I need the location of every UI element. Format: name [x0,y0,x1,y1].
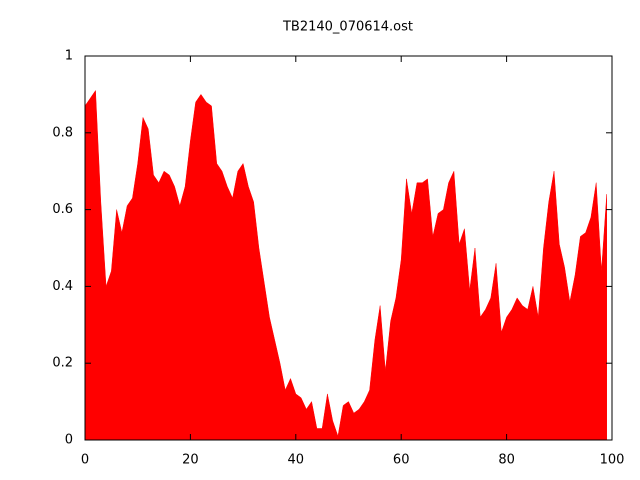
y-tick-label: 0.2 [52,356,73,371]
y-tick-label: 0.6 [52,202,73,217]
x-tick-label: 40 [288,453,305,468]
x-tick-label: 20 [182,453,199,468]
y-tick-label: 0 [65,433,73,448]
x-tick-label: 60 [393,453,410,468]
chart-title: TB2140_070614.ost [282,20,413,35]
plot-frame [84,55,613,441]
x-tick-label: 100 [600,453,625,468]
y-tick-label: 0.4 [52,279,73,294]
y-tick-label: 0.8 [52,125,73,140]
y-tick-label: 1 [65,49,73,64]
x-tick-label: 0 [81,453,89,468]
area [84,89,607,441]
x-tick-label: 80 [498,453,515,468]
